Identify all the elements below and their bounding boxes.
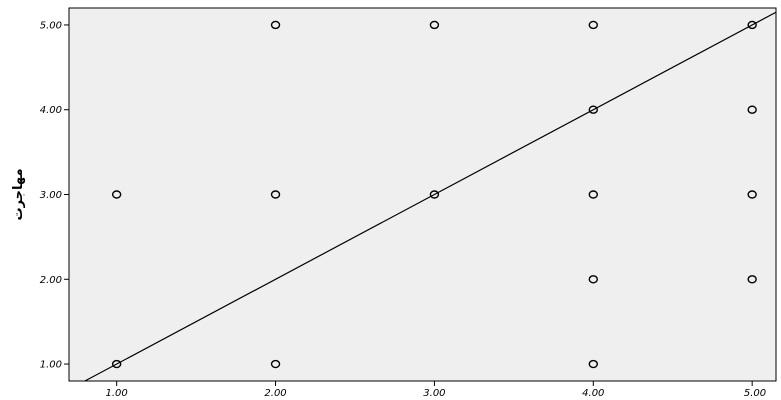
x-tick-label: 4.00 — [582, 388, 604, 399]
x-tick-label: 2.00 — [264, 388, 286, 399]
data-point — [588, 275, 598, 284]
y-tick-label: 4.00 — [40, 105, 62, 116]
data-point — [588, 190, 598, 199]
y-axis-title: مهاجرت — [11, 168, 26, 220]
data-point — [429, 190, 440, 199]
data-point — [588, 359, 598, 369]
data-point — [747, 20, 757, 30]
y-tick-label: 2.00 — [40, 275, 62, 286]
x-tick-label: 5.00 — [744, 388, 766, 399]
y-tick-label: 3.00 — [40, 190, 62, 201]
data-point — [270, 359, 281, 369]
data-point — [588, 105, 598, 114]
x-tick-label: 1.00 — [106, 388, 128, 399]
plot-area — [68, 7, 777, 382]
x-tick-label: 3.00 — [423, 388, 445, 399]
data-point — [588, 20, 598, 30]
data-point — [747, 275, 757, 284]
data-point — [747, 105, 757, 114]
data-point — [111, 190, 122, 199]
data-point — [270, 190, 281, 199]
data-point — [111, 359, 122, 369]
data-point — [747, 190, 757, 199]
y-tick-label: 1.00 — [40, 360, 62, 371]
y-tick-label: 5.00 — [40, 20, 62, 31]
data-point — [270, 20, 281, 30]
data-point — [429, 20, 440, 30]
